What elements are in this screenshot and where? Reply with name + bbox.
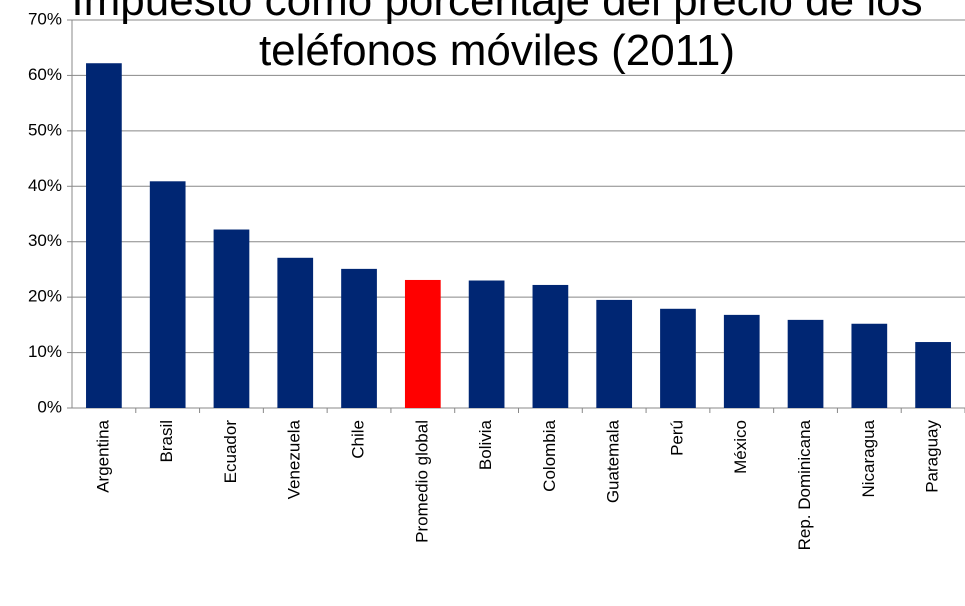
x-tick-label: Promedio global	[412, 420, 431, 543]
x-tick-label: Argentina	[93, 419, 112, 492]
bar	[660, 308, 696, 408]
bar	[787, 319, 824, 408]
bar	[851, 323, 888, 408]
x-tick-label: Colombia	[540, 419, 559, 491]
y-tick-label: 0%	[37, 397, 62, 416]
x-tick-label: Nicaragua	[859, 419, 878, 497]
y-tick-label: 50%	[28, 120, 62, 139]
bar	[596, 299, 633, 408]
y-tick-label: 10%	[28, 342, 62, 361]
x-tick-label: Guatemala	[604, 419, 623, 503]
x-tick-label: Brasil	[157, 420, 176, 463]
bar	[468, 280, 505, 408]
chart-title: Impuesto como porcentaje del precio de l…	[71, 0, 923, 75]
y-tick-label: 60%	[28, 65, 62, 84]
bar	[404, 279, 441, 408]
x-tick-label: Rep. Dominicana	[795, 419, 814, 550]
bar	[149, 181, 186, 408]
bar	[915, 342, 951, 408]
bar	[277, 257, 314, 408]
y-tick-label: 20%	[28, 287, 62, 306]
x-tick-label: Venezuela	[285, 419, 304, 499]
x-tick-label: Bolivia	[476, 419, 495, 470]
x-tick-label: Ecuador	[221, 420, 240, 484]
x-tick-label: Perú	[667, 420, 686, 456]
bar	[86, 63, 122, 409]
bar	[532, 284, 569, 408]
x-tick-label: México	[731, 420, 750, 474]
x-tick-label: Chile	[349, 420, 368, 459]
y-tick-label: 40%	[28, 176, 62, 195]
y-tick-label: 70%	[28, 9, 62, 28]
bar	[213, 229, 250, 408]
bar	[723, 314, 760, 408]
x-tick-label: Paraguay	[923, 420, 942, 493]
y-tick-label: 30%	[28, 231, 62, 250]
bar	[341, 268, 377, 408]
